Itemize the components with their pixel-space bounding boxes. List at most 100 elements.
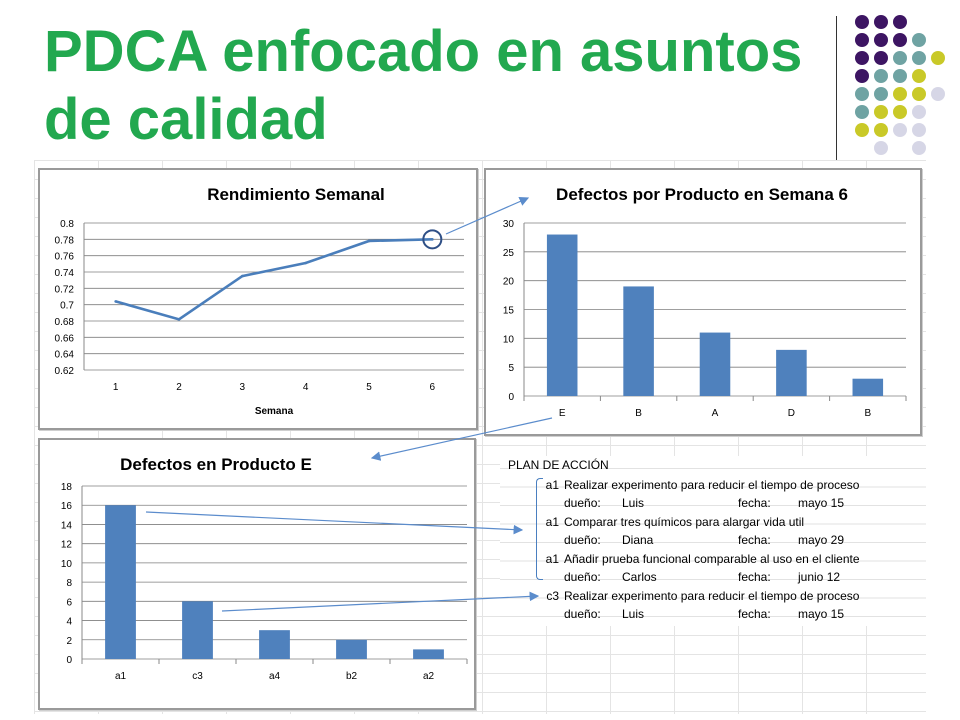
decorative-dot (855, 15, 869, 29)
decorative-dot (893, 69, 907, 83)
date-label: fecha: (738, 570, 771, 584)
x-tick-label: a2 (423, 671, 435, 682)
action-plan-owner-row: dueño: Carlos fecha: junio 12 (500, 568, 926, 586)
date-label: fecha: (738, 607, 771, 621)
bar-chart-svg: Defectos por Producto en Semana 6 30 25 20 1… (503, 185, 907, 419)
x-tick-label: 6 (430, 382, 436, 393)
y-tick-label: 0.8 (60, 219, 74, 230)
y-tick-label: 16 (61, 501, 73, 512)
defect-code: a1 (545, 478, 559, 492)
x-tick-label: A (712, 408, 719, 419)
decorative-dot (855, 123, 869, 137)
y-tick-label: 18 (61, 482, 73, 493)
owner-label: dueño: (564, 607, 601, 621)
bar-a2 (413, 649, 444, 659)
y-tick-label: 25 (503, 248, 515, 259)
decorative-dot (912, 33, 926, 47)
data-point (114, 300, 117, 303)
action-plan-owner-row: dueño: Luis fecha: mayo 15 (500, 494, 926, 512)
y-tick-label: 0.72 (55, 284, 75, 295)
decorative-dot (893, 15, 907, 29)
line-chart-svg: Rendimiento Semanal0.80.780.760.740.720.… (55, 185, 464, 417)
y-tick-label: 0.68 (55, 317, 75, 328)
bar-a4 (259, 630, 290, 659)
decorative-dot (893, 87, 907, 101)
decorative-dot (874, 87, 888, 101)
defect-code: a1 (545, 515, 559, 529)
owner-label: dueño: (564, 533, 601, 547)
task-description: Realizar experimento para reducir el tie… (564, 478, 860, 492)
bar-a1 (105, 505, 136, 659)
bar-B (852, 378, 884, 396)
x-axis-label: Semana (255, 406, 294, 417)
y-tick-label: 0.62 (55, 366, 75, 377)
owner-name: Diana (622, 533, 654, 547)
decorative-dot (874, 123, 888, 137)
x-tick-label: B (864, 408, 871, 419)
decorative-dot (893, 33, 907, 47)
data-point (431, 238, 434, 241)
task-description: Realizar experimento para reducir el tie… (564, 589, 860, 603)
due-date: mayo 15 (798, 607, 845, 621)
y-tick-label: 4 (66, 617, 72, 628)
decorative-dot (855, 33, 869, 47)
action-plan-owner-row: dueño: Luis fecha: mayo 15 (500, 605, 926, 623)
action-plan-item: c3 Realizar experimento para reducir el t… (500, 587, 926, 624)
owner-label: dueño: (564, 570, 601, 584)
x-tick-label: 1 (113, 382, 119, 393)
y-tick-label: 15 (503, 306, 515, 317)
series-line (115, 238, 433, 321)
x-tick-label: 5 (366, 382, 372, 393)
decorative-dot (931, 51, 945, 65)
data-point (177, 318, 181, 321)
chart-defects-by-product[interactable]: Defectos por Producto en Semana 6 30 25 20 1… (484, 168, 922, 436)
due-date: mayo 29 (798, 533, 845, 547)
y-tick-label: 0.74 (55, 268, 75, 279)
data-point (367, 239, 371, 243)
decorative-dot (874, 33, 888, 47)
decorative-dot (874, 141, 888, 155)
action-plan-item: a1 Realizar experimento para reducir el t… (500, 476, 926, 513)
x-tick-label: 3 (240, 382, 246, 393)
decorative-dot (855, 105, 869, 119)
highlight-circle (422, 229, 443, 250)
x-tick-label: a4 (269, 671, 281, 682)
decorative-dot (912, 105, 926, 119)
y-tick-label: 0.7 (60, 301, 74, 312)
due-date: mayo 15 (798, 496, 845, 510)
action-plan-task-row: a1 Realizar experimento para reducir el t… (500, 476, 926, 494)
x-tick-label: c3 (192, 671, 203, 682)
owner-label: dueño: (564, 496, 601, 510)
chart-title: Defectos en Producto E (120, 455, 312, 474)
y-tick-label: 10 (503, 334, 515, 345)
decorative-dot (874, 105, 888, 119)
y-tick-label: 0.76 (55, 252, 75, 263)
bar-D (776, 349, 807, 396)
x-tick-label: a1 (115, 671, 127, 682)
decorative-dot (893, 105, 907, 119)
data-point (304, 261, 307, 265)
action-plan-table: PLAN DE ACCIÓN a1 Realizar experimento pa… (500, 456, 926, 626)
bar-A (699, 332, 731, 396)
y-tick-label: 6 (66, 597, 72, 608)
chart-defects-product-e[interactable]: Defectos en Producto E 18 16 14 12 10 8 6 4 2 0 a1 c… (38, 438, 476, 710)
y-tick-label: 8 (66, 578, 72, 589)
bar-b2 (336, 639, 367, 659)
owner-name: Luis (622, 496, 645, 510)
slide-title: PDCA enfocado en asuntos de calidad (44, 19, 803, 152)
owner-name: Carlos (622, 570, 657, 584)
decorative-divider (836, 16, 837, 160)
data-point (241, 274, 244, 278)
chart-title: Defectos por Producto en Semana 6 (556, 185, 848, 204)
chart-weekly-performance[interactable]: Rendimiento Semanal 0.8 0.78 0.76 0.74 0.72 0.… (38, 168, 478, 430)
decorative-dot (893, 51, 907, 65)
owner-name: Luis (622, 607, 645, 621)
bar-chart-svg: Defectos en Producto E 18 16 14 12 10 8 6 4 2 0 a1 c… (61, 455, 468, 682)
decorative-dot (893, 123, 907, 137)
action-plan-task-row: a1 Añadir prueba funcional comparable al … (500, 550, 926, 568)
task-description: Comparar tres químicos para alargar vida… (564, 515, 805, 529)
decorative-dot (874, 15, 888, 29)
y-tick-label: 0.64 (55, 350, 75, 361)
y-tick-label: 10 (61, 559, 73, 570)
date-label: fecha: (738, 496, 771, 510)
